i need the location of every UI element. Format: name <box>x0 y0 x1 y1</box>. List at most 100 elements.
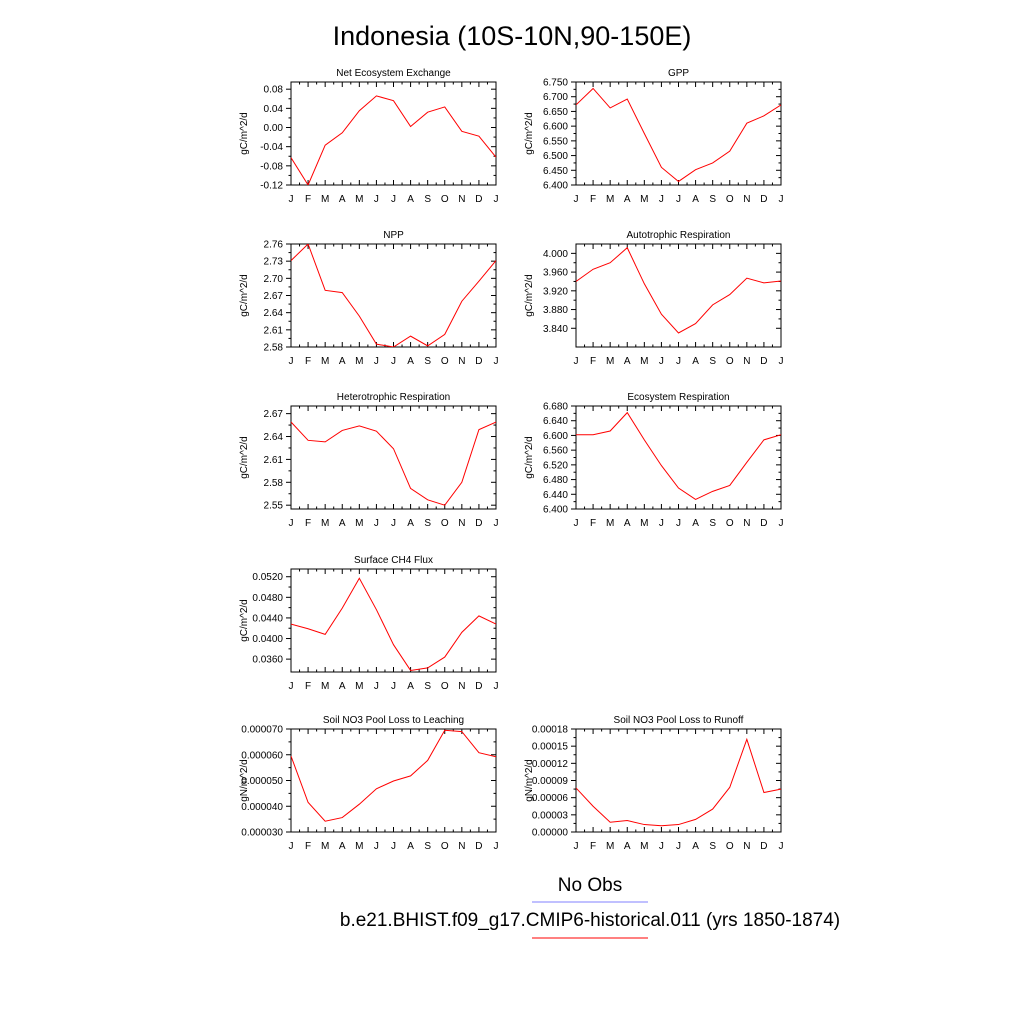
y-tick-label: -0.08 <box>260 161 283 172</box>
y-tick-label: 6.480 <box>543 475 568 486</box>
y-tick-label: 0.04 <box>264 104 284 115</box>
x-tick-label: S <box>424 518 431 529</box>
y-tick-label: 2.76 <box>264 240 284 251</box>
plot-frame <box>290 243 497 348</box>
x-tick-label: S <box>424 356 431 367</box>
y-tick-label: 6.440 <box>543 490 568 501</box>
x-tick-label: O <box>441 681 449 692</box>
x-tick-label: A <box>624 518 631 529</box>
panel-title: Surface CH4 Flux <box>354 555 433 566</box>
plot-frame <box>575 728 782 833</box>
x-tick-label: J <box>391 841 396 852</box>
y-axis-label: gC/m^2/d <box>239 599 250 642</box>
series-line-no3runoff <box>576 737 781 827</box>
y-tick-label: 6.640 <box>543 416 568 427</box>
x-tick-label: A <box>407 194 414 205</box>
y-tick-label: 6.600 <box>543 122 568 133</box>
panel-title: NPP <box>383 230 404 241</box>
legend-obs-label: No Obs <box>558 875 622 896</box>
x-tick-label: M <box>640 356 648 367</box>
series-line-nee <box>291 95 496 185</box>
y-tick-label: 0.00015 <box>532 742 569 753</box>
x-tick-label: J <box>779 194 784 205</box>
x-tick-label: J <box>779 356 784 367</box>
x-tick-label: A <box>339 681 346 692</box>
x-tick-label: F <box>590 194 596 205</box>
y-tick-label: -0.12 <box>260 181 283 192</box>
x-tick-label: M <box>606 518 614 529</box>
x-tick-label: J <box>659 841 664 852</box>
y-axis-label: gC/m^2/d <box>524 112 535 155</box>
y-tick-label: 0.0520 <box>252 572 283 583</box>
x-tick-label: A <box>624 194 631 205</box>
y-tick-label: 2.64 <box>264 432 284 443</box>
x-tick-label: J <box>494 194 499 205</box>
y-tick-label: 3.960 <box>543 268 568 279</box>
x-tick-label: J <box>779 518 784 529</box>
x-tick-label: J <box>779 841 784 852</box>
x-tick-label: J <box>574 518 579 529</box>
x-tick-label: A <box>339 194 346 205</box>
x-tick-label: N <box>743 356 750 367</box>
y-tick-label: 2.73 <box>264 257 284 268</box>
x-tick-label: A <box>339 841 346 852</box>
x-tick-label: J <box>494 356 499 367</box>
y-tick-label: 2.58 <box>264 343 284 354</box>
y-tick-label: 6.680 <box>543 402 568 413</box>
x-tick-label: O <box>726 518 734 529</box>
y-tick-label: 2.64 <box>264 308 284 319</box>
y-axis-label: gC/m^2/d <box>239 436 250 479</box>
y-tick-label: 0.08 <box>264 85 284 96</box>
y-tick-label: 0.000050 <box>241 776 283 787</box>
x-tick-label: D <box>475 681 482 692</box>
x-tick-label: A <box>407 518 414 529</box>
series-line-no3leach <box>291 729 496 822</box>
series-line-gpp <box>576 87 781 183</box>
y-tick-label: 0.00006 <box>532 793 569 804</box>
plot-frame <box>575 243 782 348</box>
x-tick-label: J <box>391 518 396 529</box>
x-tick-label: A <box>692 194 699 205</box>
x-tick-label: M <box>355 841 363 852</box>
x-tick-label: F <box>590 518 596 529</box>
y-tick-label: 6.700 <box>543 92 568 103</box>
y-tick-label: 6.500 <box>543 151 568 162</box>
y-axis-label: gC/m^2/d <box>524 274 535 317</box>
x-tick-label: M <box>606 194 614 205</box>
x-tick-label: D <box>475 841 482 852</box>
x-tick-label: M <box>606 841 614 852</box>
x-tick-label: D <box>760 356 767 367</box>
plot-frame <box>290 568 497 673</box>
x-tick-label: S <box>424 681 431 692</box>
x-tick-label: J <box>374 841 379 852</box>
x-tick-label: S <box>709 194 716 205</box>
y-tick-label: 0.0360 <box>252 655 283 666</box>
x-tick-label: J <box>391 356 396 367</box>
x-tick-label: A <box>692 356 699 367</box>
plot-frame <box>575 81 782 186</box>
plot-frame <box>290 405 497 510</box>
x-tick-label: J <box>391 194 396 205</box>
x-tick-label: J <box>374 681 379 692</box>
series-line-npp <box>291 244 496 347</box>
x-tick-label: M <box>355 356 363 367</box>
x-tick-label: O <box>726 194 734 205</box>
y-tick-label: 2.61 <box>264 325 284 336</box>
x-tick-label: D <box>475 356 482 367</box>
y-tick-label: 0.00012 <box>532 759 569 770</box>
panel-title: GPP <box>668 68 689 79</box>
x-tick-label: A <box>624 841 631 852</box>
x-tick-label: A <box>407 356 414 367</box>
x-tick-label: J <box>289 841 294 852</box>
x-tick-label: O <box>441 841 449 852</box>
x-tick-label: J <box>289 518 294 529</box>
x-tick-label: J <box>494 518 499 529</box>
x-tick-label: A <box>339 356 346 367</box>
figure-title: Indonesia (10S-10N,90-150E) <box>333 21 692 51</box>
x-tick-label: S <box>709 841 716 852</box>
y-tick-label: 6.650 <box>543 107 568 118</box>
x-tick-label: N <box>458 841 465 852</box>
